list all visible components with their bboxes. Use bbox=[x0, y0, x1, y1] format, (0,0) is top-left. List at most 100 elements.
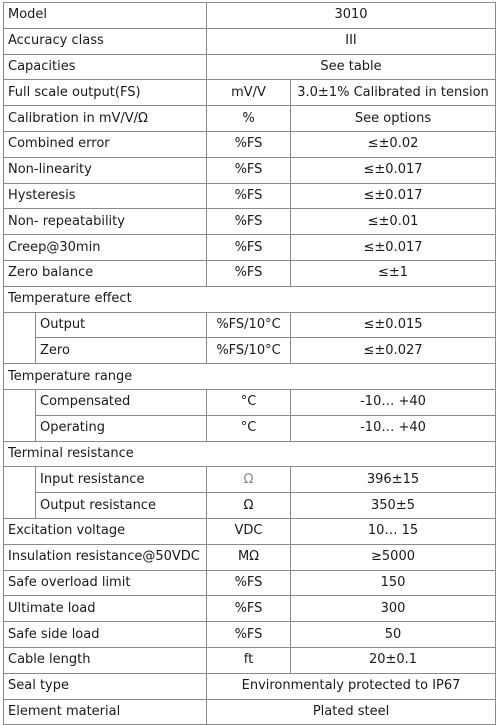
spec-value: 3.0±1% Calibrated in tension bbox=[290, 79, 497, 107]
spec-row: Hysteresis %FS ≤±0.017 bbox=[2, 182, 497, 210]
spec-sublabel: Zero bbox=[34, 337, 208, 365]
spec-value: 10… 15 bbox=[290, 517, 497, 545]
spec-label: Ultimate load bbox=[2, 595, 208, 623]
spec-value: 350±5 bbox=[290, 492, 497, 519]
spec-unit: %FS bbox=[206, 130, 292, 158]
spec-value: ≤±0.017 bbox=[290, 182, 497, 210]
spec-row: Zero balance %FS ≤±1 bbox=[2, 259, 497, 287]
spec-row: Full scale output(FS) mV/V 3.0±1% Calibrat… bbox=[2, 79, 497, 107]
spec-value: 150 bbox=[290, 569, 497, 597]
spec-unit: ft bbox=[206, 646, 292, 674]
spec-sublabel: Output bbox=[34, 311, 208, 339]
spec-indent-cell bbox=[3, 466, 36, 519]
spec-row: Non- repeatability %FS ≤±0.01 bbox=[2, 208, 497, 236]
spec-row: Calibration in mV/V/Ω% See options bbox=[2, 105, 497, 132]
spec-value: Plated steel bbox=[206, 698, 497, 725]
spec-value: ≤±0.017 bbox=[290, 156, 497, 184]
spec-value: ≤±1 bbox=[290, 259, 497, 287]
spec-unit: MΩ bbox=[206, 543, 292, 571]
spec-unit: %FS bbox=[206, 156, 292, 184]
spec-row: Capacities See table bbox=[2, 53, 497, 81]
spec-value: ≥5000 bbox=[290, 543, 497, 571]
spec-label: Excitation voltage bbox=[2, 517, 208, 545]
spec-unit: VDC bbox=[206, 517, 292, 545]
spec-value: 396±15 bbox=[290, 466, 497, 494]
spec-label: Accuracy class bbox=[2, 27, 208, 55]
spec-label: Combined error bbox=[2, 130, 208, 158]
spec-unit: %FS/10°C bbox=[206, 337, 292, 365]
spec-label: Full scale output(FS) bbox=[2, 79, 208, 107]
spec-subrow: Operating °C -10… +40 bbox=[4, 414, 497, 442]
spec-label: Creep@30min bbox=[2, 234, 208, 261]
spec-unit: %FS/10°C bbox=[206, 311, 292, 339]
spec-row: Creep@30min %FS ≤±0.017 bbox=[2, 234, 497, 261]
spec-label: Element material bbox=[2, 698, 208, 725]
spec-value: See options bbox=[290, 105, 497, 132]
spec-label: Cable length bbox=[2, 646, 208, 674]
spec-row: Seal type Environmentaly protected to IP6… bbox=[2, 672, 497, 700]
spec-value: ≤±0.027 bbox=[290, 337, 497, 365]
spec-row: Excitation voltage VDC 10… 15 bbox=[2, 517, 497, 545]
spec-subrow: Zero %FS/10°C ≤±0.027 bbox=[4, 337, 497, 365]
spec-label: Safe side load bbox=[2, 621, 208, 648]
spec-unit: %FS bbox=[206, 569, 292, 597]
spec-unit: °C bbox=[206, 414, 292, 442]
spec-label: Non- repeatability bbox=[2, 208, 208, 236]
spec-row: Safe side load %FS 50 bbox=[2, 621, 497, 648]
spec-unit: %FS bbox=[206, 621, 292, 648]
spec-sublabel: Output resistance bbox=[34, 492, 208, 519]
spec-unit: %FS bbox=[206, 208, 292, 236]
spec-value: 50 bbox=[290, 621, 497, 648]
spec-value: ≤±0.017 bbox=[290, 234, 497, 261]
spec-label: Capacities bbox=[2, 53, 208, 81]
spec-value: ≤±0.015 bbox=[290, 311, 497, 339]
spec-value: III bbox=[206, 27, 497, 55]
spec-label: Safe overload limit bbox=[2, 569, 208, 597]
spec-label: Seal type bbox=[2, 672, 208, 700]
spec-unit: mV/V bbox=[206, 79, 292, 107]
spec-row: Combined error %FS ≤±0.02 bbox=[2, 130, 497, 158]
spec-indent-cell bbox=[3, 388, 36, 442]
spec-group-header-row: Terminal resistance bbox=[2, 440, 497, 468]
spec-value: ≤±0.02 bbox=[290, 130, 497, 158]
spec-subrow: Output resistance Ω 350±5 bbox=[4, 492, 497, 519]
spec-unit: % bbox=[206, 105, 292, 132]
spec-unit: Ω bbox=[206, 492, 292, 519]
spec-subrow: Compensated °C -10… +40 bbox=[3, 388, 497, 442]
spec-row: Cable length ft 20±0.1 bbox=[2, 646, 497, 674]
spec-subrow: Input resistance Ω 396±15 bbox=[3, 466, 497, 519]
spec-subrow: Output %FS/10°C ≤±0.015 bbox=[3, 311, 497, 365]
spec-row: Safe overload limit %FS 150 bbox=[2, 569, 497, 597]
spec-row: Element material Plated steel bbox=[2, 698, 497, 725]
spec-label: Calibration in mV/V/Ω bbox=[2, 105, 208, 132]
spec-sublabel: Operating bbox=[34, 414, 208, 442]
spec-label: Zero balance bbox=[2, 259, 208, 287]
spec-value: -10… +40 bbox=[290, 388, 497, 416]
spec-row: Ultimate load %FS 300 bbox=[2, 595, 497, 623]
spec-label: Insulation resistance@50VDC bbox=[2, 543, 208, 571]
spec-value: Environmentaly protected to IP67 bbox=[206, 672, 497, 700]
spec-group-header-row: Temperature effect bbox=[2, 285, 497, 313]
spec-value: 20±0.1 bbox=[290, 646, 497, 674]
spec-value: ≤±0.01 bbox=[290, 208, 497, 236]
spec-sublabel: Input resistance bbox=[34, 466, 208, 494]
spec-value: 300 bbox=[290, 595, 497, 623]
spec-value: See table bbox=[206, 53, 497, 81]
spec-unit: %FS bbox=[206, 234, 292, 261]
spec-group-label: Temperature range bbox=[2, 363, 497, 390]
spec-value: -10… +40 bbox=[290, 414, 497, 442]
spec-label: Non-linearity bbox=[2, 156, 208, 184]
spec-group-label: Terminal resistance bbox=[2, 440, 497, 468]
spec-row: Accuracy class III bbox=[2, 27, 497, 55]
spec-label: Hysteresis bbox=[2, 182, 208, 210]
spec-sublabel: Compensated bbox=[34, 388, 208, 416]
spec-value: 3010 bbox=[206, 2, 497, 29]
spec-indent-cell bbox=[3, 311, 36, 365]
spec-unit: %FS bbox=[206, 182, 292, 210]
spec-unit: %FS bbox=[206, 595, 292, 623]
spec-unit: °C bbox=[206, 388, 292, 416]
spec-label: Model bbox=[2, 2, 208, 29]
spec-group-header-row: Temperature range bbox=[2, 363, 497, 390]
